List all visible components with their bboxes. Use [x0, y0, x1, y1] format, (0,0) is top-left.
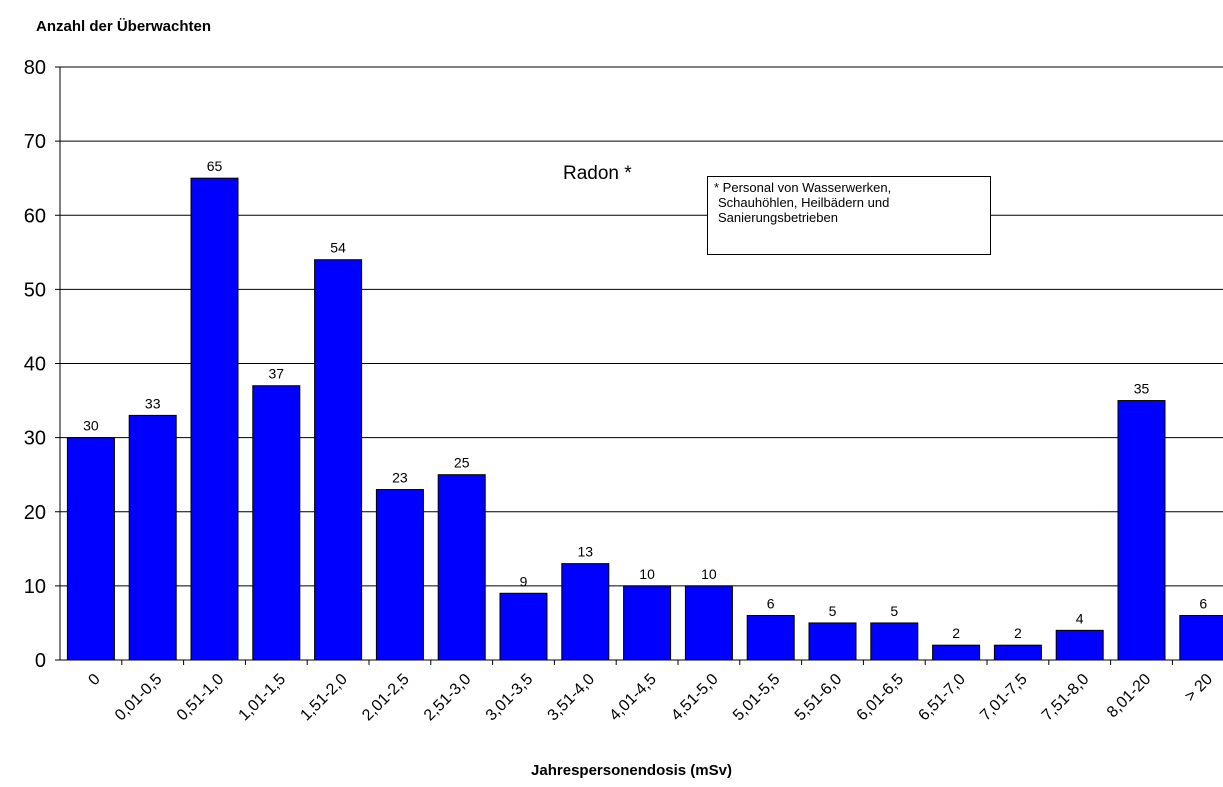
x-tick-label: 1,51-2,0 — [297, 671, 351, 725]
bar — [499, 592, 548, 661]
data-label: 54 — [330, 240, 346, 256]
series-label: Radon * — [563, 163, 632, 184]
bar — [252, 385, 301, 661]
x-tick-label: 2,01-2,5 — [359, 671, 413, 725]
bar — [1055, 629, 1104, 661]
bar — [1117, 400, 1166, 661]
x-tick-label: 2,51-3,0 — [421, 671, 475, 725]
x-tick-label: 1,01-1,5 — [236, 671, 290, 725]
note-line: Schauhöhlen, Heilbädern und — [718, 195, 890, 210]
bar — [437, 474, 486, 661]
data-label: 35 — [1134, 381, 1150, 397]
x-tick-label: 3,51-4,0 — [545, 671, 599, 725]
data-label: 30 — [83, 418, 99, 434]
x-tick-label: > 20 — [1182, 671, 1216, 705]
y-tick-label: 60 — [24, 205, 46, 227]
y-tick-label: 50 — [24, 279, 46, 301]
x-tick-label: 0,51-1,0 — [174, 671, 228, 725]
x-axis-title: Jahrespersonendosis (mSv) — [531, 762, 732, 779]
y-tick-label: 30 — [24, 428, 46, 450]
bar — [1179, 615, 1223, 661]
bar — [746, 615, 795, 661]
x-tick-label: 7,01-7,5 — [977, 671, 1031, 725]
data-label: 37 — [269, 366, 285, 382]
y-tick-label: 0 — [35, 650, 46, 672]
data-label: 9 — [520, 573, 528, 589]
data-label: 2 — [1014, 625, 1022, 641]
x-tick-label: 6,01-6,5 — [854, 671, 908, 725]
data-label: 65 — [207, 158, 223, 174]
x-tick-label: 3,01-3,5 — [483, 671, 537, 725]
x-tick-label: 7,51-8,0 — [1039, 671, 1093, 725]
bar — [684, 585, 733, 661]
x-tick-label: 5,01-5,5 — [730, 671, 784, 725]
data-label: 23 — [392, 470, 408, 486]
bar — [128, 414, 177, 661]
y-tick-label: 40 — [24, 354, 46, 376]
note-box: * Personal von Wasserwerken, Schauhöhlen… — [707, 176, 991, 255]
y-tick-label: 20 — [24, 502, 46, 524]
data-label: 2 — [952, 625, 960, 641]
y-axis-title: Anzahl der Überwachten — [36, 18, 212, 35]
bar — [561, 563, 610, 661]
bar — [314, 259, 363, 661]
note-line: Sanierungsbetrieben — [718, 210, 838, 225]
x-tick-label: 8,01-20 — [1104, 671, 1154, 721]
bar — [870, 622, 919, 661]
data-label: 33 — [145, 395, 161, 411]
x-tick-label: 4,01-4,5 — [606, 671, 660, 725]
bar — [375, 489, 424, 661]
bar — [623, 585, 672, 661]
note-line: * Personal von Wasserwerken, — [714, 180, 892, 195]
x-tick-label: 5,51-6,0 — [792, 671, 846, 725]
data-label: 6 — [1199, 596, 1207, 612]
x-tick-label: 6,51-7,0 — [915, 671, 969, 725]
data-label: 25 — [454, 455, 470, 471]
bar — [993, 644, 1042, 661]
bar — [66, 437, 115, 661]
x-tick-label: 0 — [85, 671, 103, 689]
x-tick-label: 0,01-0,5 — [112, 671, 166, 725]
data-label: 4 — [1076, 610, 1084, 626]
data-label: 10 — [639, 566, 655, 582]
data-label: 13 — [578, 544, 594, 560]
bar — [190, 177, 239, 661]
y-tick-label: 10 — [24, 576, 46, 598]
data-label: 10 — [701, 566, 717, 582]
y-tick-label: 70 — [24, 131, 46, 153]
y-tick-label: 80 — [24, 57, 46, 79]
data-label: 6 — [767, 596, 775, 612]
x-tick-label: 4,51-5,0 — [668, 671, 722, 725]
data-label: 5 — [829, 603, 837, 619]
data-label: 5 — [890, 603, 898, 619]
bar — [932, 644, 981, 661]
bar — [808, 622, 857, 661]
